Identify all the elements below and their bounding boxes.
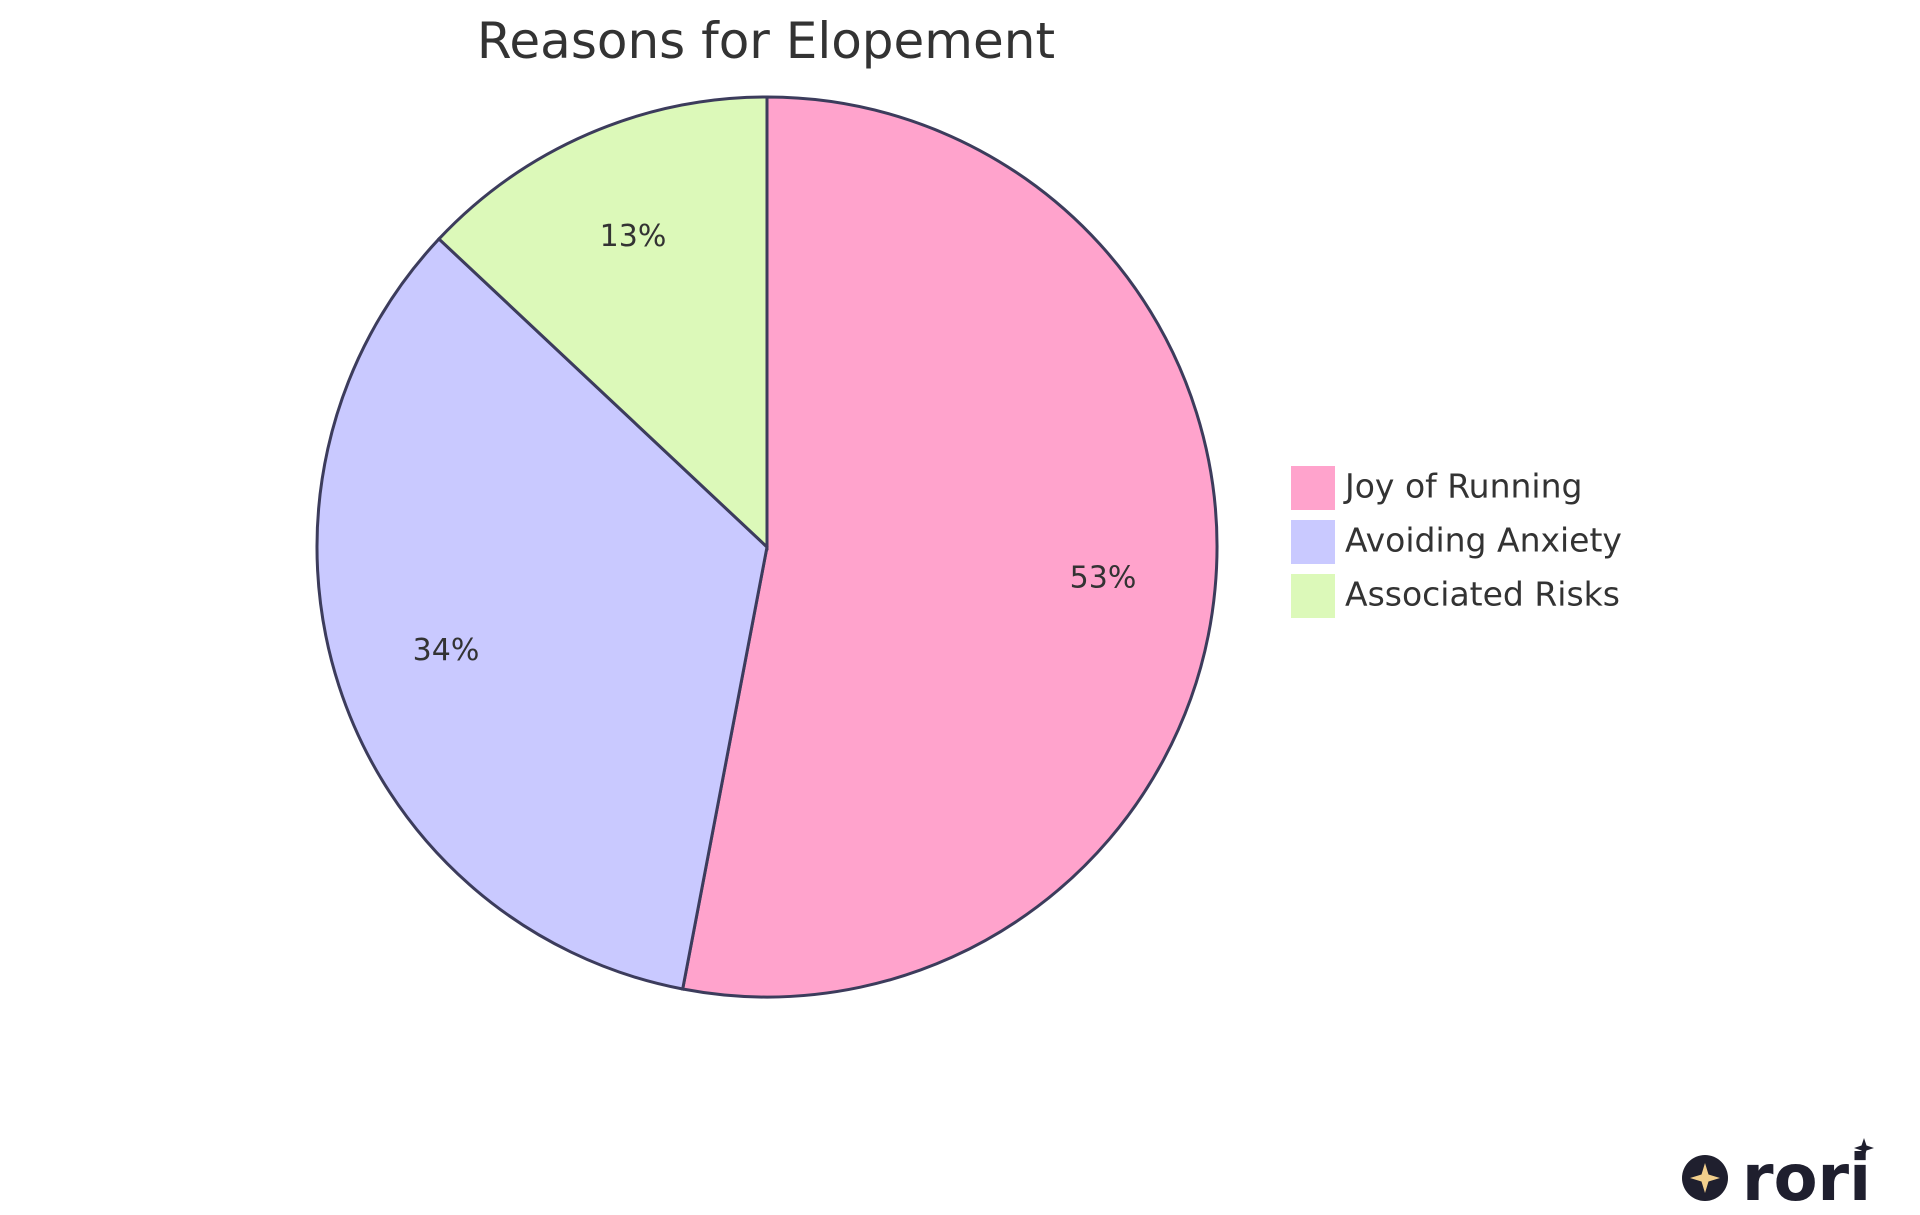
slice-label: 34% [413, 633, 480, 668]
star-badge-icon [1682, 1155, 1728, 1201]
logo-text: rori [1742, 1142, 1871, 1215]
pie-slice-avoiding-anxiety [315, 236, 769, 991]
legend: Joy of Running Avoiding Anxiety Associated… [1291, 466, 1622, 618]
legend-label: Avoiding Anxiety [1345, 521, 1622, 560]
legend-swatch [1291, 466, 1335, 510]
legend-swatch [1291, 574, 1335, 618]
pie-slice-labels: 53% 34% 13% [413, 219, 1137, 668]
pie-slice-joy-of-running [680, 95, 1219, 999]
rori-logo: rori [1682, 1138, 1874, 1215]
legend-label: Joy of Running [1343, 467, 1582, 506]
slice-label: 53% [1070, 560, 1137, 595]
chart-title: Reasons for Elopement [477, 12, 1055, 70]
sparkle-icon [1854, 1138, 1874, 1158]
pie-slices [315, 95, 1219, 999]
pie-slice-associated-risks [436, 95, 769, 551]
slice-label: 13% [600, 219, 667, 254]
legend-label: Associated Risks [1345, 575, 1620, 614]
legend-swatch [1291, 520, 1335, 564]
